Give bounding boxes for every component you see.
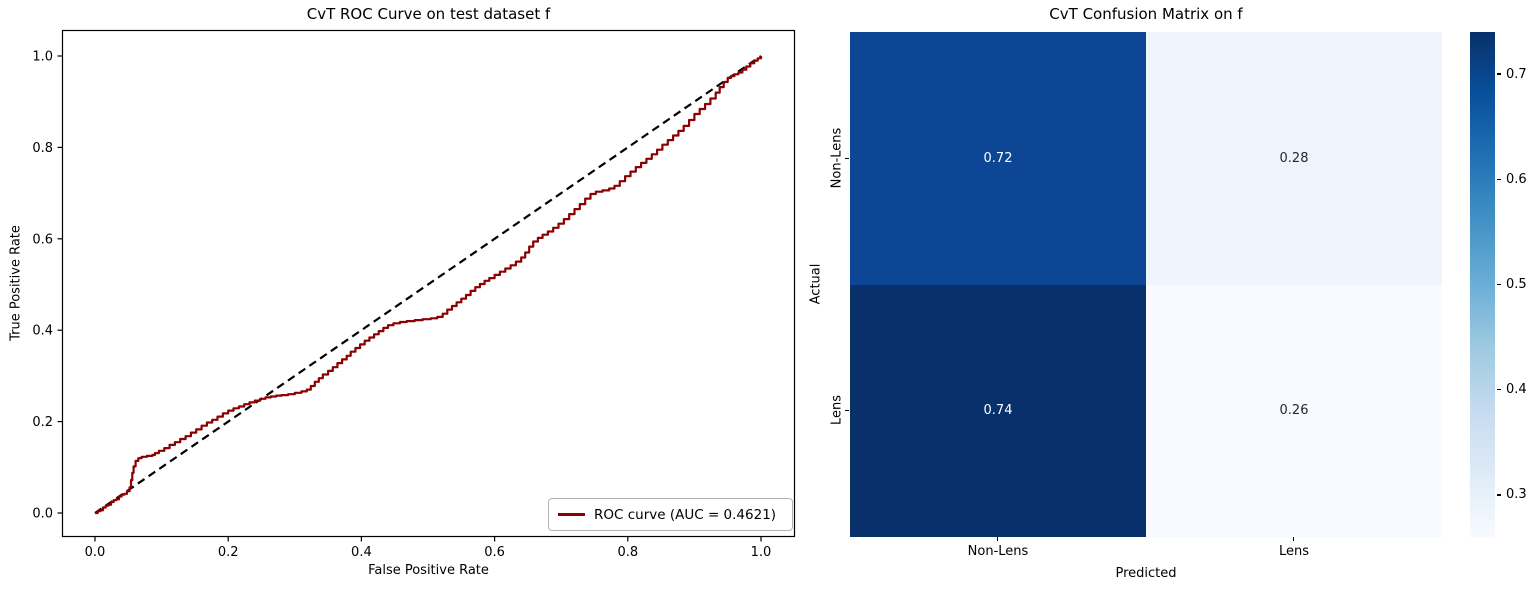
colorbar-tick-label: 0.5 [1506, 277, 1527, 292]
cm-y-tick-mark [845, 410, 849, 412]
confusion-matrix-heatmap: 0.72 0.28 0.74 0.26 [850, 32, 1442, 537]
cm-cell-value: 0.28 [1279, 150, 1309, 166]
cm-cell-lens-lens: 0.26 [1146, 284, 1442, 537]
colorbar-tick-label: 0.3 [1506, 487, 1527, 503]
roc-x-tick-label: 0.4 [351, 545, 372, 560]
roc-legend-line-sample [558, 513, 585, 516]
cm-cell-non-lens-non-lens: 0.72 [850, 32, 1146, 285]
colorbar [1470, 32, 1495, 537]
colorbar-tick-label: 0.7 [1506, 66, 1527, 82]
cm-x-tick-label-non-lens: Non-Lens [967, 544, 1029, 559]
confusion-matrix-title: CvT Confusion Matrix on f [1049, 5, 1243, 23]
cm-cell-value: 0.74 [983, 403, 1013, 419]
roc-plot-svg: 0.0 0.2 0.4 0.6 0.8 1.0 0.0 0.2 0.4 0.6 0.8 1.0 [32, 29, 796, 560]
roc-y-tick-label: 1.0 [32, 50, 53, 65]
colorbar-tick-label: 0.4 [1506, 382, 1527, 398]
roc-x-tick-label: 1.0 [751, 545, 772, 560]
roc-y-tick-label: 0.6 [32, 232, 53, 247]
colorbar-tick: 0.6 [1495, 171, 1527, 187]
roc-plot-border [61, 29, 796, 538]
colorbar-tick: 0.5 [1495, 277, 1527, 293]
roc-y-axis-label: True Positive Rate [8, 225, 24, 341]
roc-y-tick-label: 0.2 [32, 415, 53, 430]
cm-cell-value: 0.26 [1279, 403, 1309, 419]
roc-plot-title: CvT ROC Curve on test dataset f [306, 5, 551, 23]
cm-x-tick-label-lens: Lens [1278, 544, 1310, 559]
roc-y-tick-label: 0.0 [32, 507, 53, 522]
chance-diagonal-line [94, 55, 762, 514]
colorbar-tick: 0.3 [1495, 487, 1527, 503]
roc-curve-path [95, 56, 763, 515]
roc-x-tick-label: 0.6 [484, 545, 505, 560]
cm-y-tick-mark [845, 158, 849, 160]
cm-cell-lens-non-lens: 0.74 [850, 284, 1146, 537]
roc-x-axis-label: False Positive Rate [368, 563, 489, 578]
roc-legend-label: ROC curve (AUC = 0.4621) [594, 506, 777, 523]
roc-y-tick-label: 0.4 [32, 324, 53, 339]
roc-x-tick-label: 0.8 [617, 545, 638, 560]
cm-x-axis-label: Predicted [1115, 566, 1177, 581]
cm-cell-non-lens-lens: 0.28 [1146, 32, 1442, 285]
roc-legend: ROC curve (AUC = 0.4621) [548, 498, 793, 531]
cm-x-tick-mark [997, 537, 999, 541]
cm-y-axis-label: Actual [808, 263, 824, 305]
colorbar-ticks: 0.7 0.6 0.5 0.4 0.3 [1495, 32, 1537, 537]
colorbar-tick: 0.7 [1495, 66, 1527, 82]
colorbar-tick: 0.4 [1495, 382, 1527, 398]
cm-cell-value: 0.72 [983, 150, 1013, 166]
roc-x-tick-label: 0.0 [85, 545, 106, 560]
cm-y-tick-label-lens: Lens [829, 394, 845, 426]
roc-x-tick-label: 0.2 [218, 545, 239, 560]
roc-y-tick-label: 0.8 [32, 141, 53, 156]
cm-y-tick-label-non-lens: Non-Lens [829, 127, 845, 189]
colorbar-tick-label: 0.6 [1506, 171, 1527, 187]
cm-x-tick-mark [1293, 537, 1295, 541]
